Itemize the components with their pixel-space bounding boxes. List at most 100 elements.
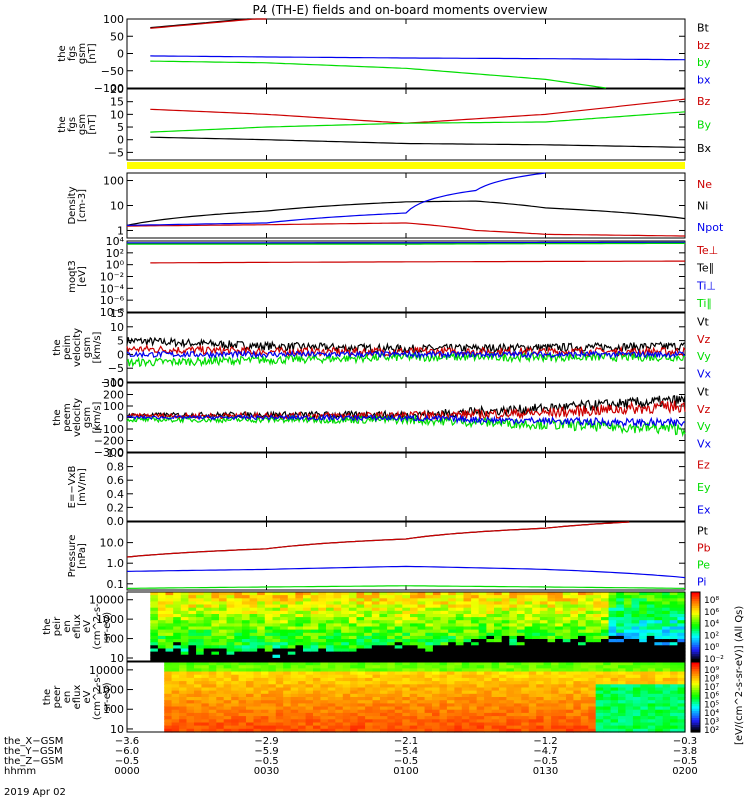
spectrogram-cell [623,642,633,646]
spectrogram-cell [439,671,448,676]
spectrogram-cell [463,651,472,656]
spectrogram-cell [646,595,655,599]
spectrogram-cell [655,703,664,708]
spectrogram-cell [298,722,307,727]
spectrogram-cell [348,595,358,599]
spectrogram-cell [260,725,269,730]
spectrogram-cell [402,681,411,685]
spectrogram-cell [662,592,671,596]
spectrogram-cell [461,700,470,704]
spectrogram-cell [180,651,189,656]
spectrogram-cell [333,629,342,634]
spectrogram-cell [335,700,344,704]
spectrogram-cell [186,677,195,682]
spectrogram-cell [335,725,344,730]
spectrogram-cell [287,617,296,621]
spectrogram-cell [318,592,327,596]
spectrogram-cell [440,635,449,640]
spectrogram-cell [364,626,373,631]
spectrogram-cell [509,601,518,606]
spectrogram-cell [402,709,411,714]
spectrogram-cell [341,592,350,596]
spectrogram-cell [539,629,549,634]
spectrogram-cell [618,690,626,695]
spectrogram-cell [318,657,327,662]
spectrogram-cell [335,719,344,724]
spectrogram-cell [439,706,448,711]
spectrogram-cell [310,620,319,624]
spectrogram-cell [528,728,537,733]
spectrogram-cell [670,662,679,666]
spectrogram-cell [670,697,679,701]
spectrogram-cell [662,665,671,669]
spectrogram-cell [448,601,457,606]
spectrogram-cell [290,712,299,717]
spectrogram-cell [194,693,202,698]
spectrogram-cell [196,657,205,662]
legend-label: Pi [697,576,706,589]
spectrogram-cell [223,674,232,679]
y-axis-label: peim [62,335,73,360]
spectrogram-cell [501,601,510,606]
spectrogram-cell [625,703,634,708]
spectrogram-cell [471,607,480,612]
spectrogram-cell [580,693,589,698]
colorbar-tick-label: 10⁸ [704,675,719,685]
spectrogram-cell [440,604,449,609]
spectrogram-cell [662,607,671,612]
spectrogram-cell [417,654,426,659]
spectrogram-cell [570,654,579,659]
spectrogram-cell [461,725,470,730]
spectrogram-cell [499,687,507,692]
spectrogram-cell [618,712,626,717]
spectrogram-cell [348,604,358,609]
spectrogram-cell [387,642,396,646]
colorbar-cell [691,673,700,677]
spectrogram-cell [562,626,571,631]
spectrogram-cell [409,687,418,692]
spectrogram-cell [223,668,232,673]
spectrogram-cell [625,709,634,714]
spectrogram-cell [595,697,604,701]
spectrogram-cell [484,690,493,695]
spectrogram-cell [478,654,487,659]
spectrogram-cell [631,604,640,609]
spectrogram-cell [410,645,419,649]
spectrogram-cell [287,642,296,646]
x-axis-value: −0.5 [394,756,418,767]
colorbar-cell [691,720,700,724]
spectrogram-cell [677,681,686,685]
spectrogram-cell [150,648,159,653]
spectrogram-cell [257,657,266,662]
spectrogram-cell [372,706,381,711]
spectrogram-cell [275,716,284,720]
spectrogram-cell [539,592,549,596]
colorbar-cell [691,651,700,655]
spectrogram-cell [551,684,560,689]
spectrogram-cell [211,654,220,659]
spectrogram-cell [387,632,396,637]
spectrogram-cell [186,703,195,708]
spectrogram-cell [640,671,649,676]
spectrogram-cell [432,623,442,628]
spectrogram-cell [573,712,582,717]
spectrogram-cell [223,725,232,730]
spectrogram-cell [201,693,210,698]
spectrogram-cell [241,642,251,646]
spectrogram-cell [246,665,254,669]
spectrogram-cell [570,632,579,637]
spectrogram-cell [303,614,312,618]
spectrogram-cell [253,693,262,698]
spectrogram-cell [669,635,678,640]
spectrogram-cell [610,671,619,676]
y-tick-label: 10⁻⁴ [100,282,125,295]
spectrogram-cell [536,687,545,692]
spectrogram-cell [580,706,589,711]
spectrogram-cell [595,709,604,714]
spectrogram-cell [547,592,556,596]
spectrogram-cell [290,716,299,720]
spectrogram-cell [318,614,327,618]
spectrogram-cell [532,607,541,612]
spectrogram-cell [654,617,663,621]
spectrogram-cell [486,639,495,643]
